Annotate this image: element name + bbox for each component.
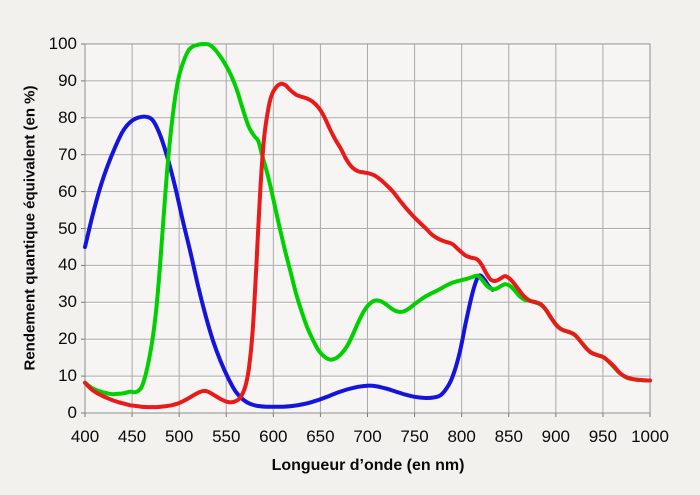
x-tick-label: 900 bbox=[541, 427, 571, 446]
x-axis-title: Longueur d’onde (en nm) bbox=[271, 457, 465, 474]
y-tick-label: 90 bbox=[58, 70, 77, 90]
y-tick-label: 30 bbox=[58, 292, 77, 312]
x-tick-label: 650 bbox=[306, 427, 335, 446]
y-tick-label: 80 bbox=[58, 107, 77, 127]
x-tick-label: 550 bbox=[212, 427, 241, 446]
x-tick-label: 700 bbox=[353, 427, 382, 446]
x-tick-label: 750 bbox=[400, 427, 429, 446]
x-tick-label: 850 bbox=[494, 427, 523, 446]
y-tick-label: 20 bbox=[58, 329, 77, 349]
y-tick-label: 10 bbox=[58, 366, 77, 386]
y-tick-label: 60 bbox=[58, 181, 77, 201]
y-tick-label: 0 bbox=[67, 403, 77, 422]
y-tick-label: 100 bbox=[48, 34, 77, 53]
y-tick-label: 70 bbox=[58, 144, 77, 164]
x-tick-label: 500 bbox=[164, 427, 194, 446]
x-tick-label: 450 bbox=[117, 427, 147, 446]
y-axis-title: Rendement quantique équivalent (en %) bbox=[21, 85, 39, 371]
plot-border bbox=[84, 43, 651, 414]
x-tick-label: 950 bbox=[588, 427, 618, 446]
blue-channel-curve bbox=[83, 114, 495, 409]
x-tick-label: 400 bbox=[70, 427, 100, 446]
red-channel-curve bbox=[83, 81, 652, 410]
x-tick-label: 800 bbox=[447, 427, 476, 446]
y-tick-label: 40 bbox=[58, 255, 77, 275]
y-tick-label: 50 bbox=[58, 218, 77, 238]
x-tick-label: 1000 bbox=[631, 427, 669, 446]
x-tick-label: 600 bbox=[259, 427, 288, 446]
